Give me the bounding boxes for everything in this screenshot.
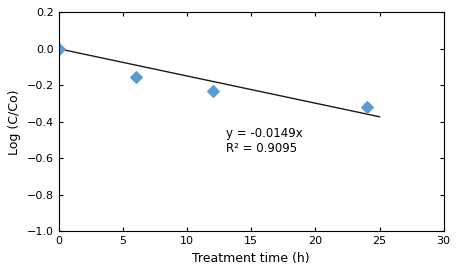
Text: y = -0.0149x
R² = 0.9095: y = -0.0149x R² = 0.9095	[226, 127, 302, 155]
Point	[209, 89, 217, 93]
X-axis label: Treatment time (h): Treatment time (h)	[192, 252, 310, 265]
Point	[55, 47, 62, 51]
Y-axis label: Log (C/Co): Log (C/Co)	[8, 89, 21, 155]
Point	[132, 75, 140, 79]
Point	[363, 105, 370, 109]
